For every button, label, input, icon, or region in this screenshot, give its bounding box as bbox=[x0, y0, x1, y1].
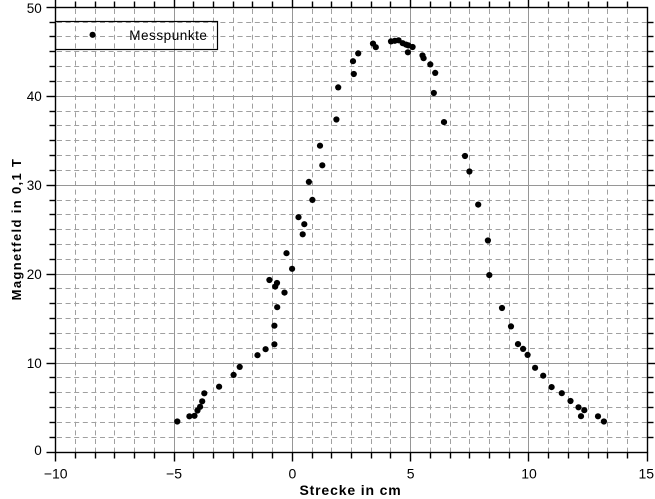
svg-text:Strecke in cm: Strecke in cm bbox=[299, 482, 401, 498]
svg-text:50: 50 bbox=[27, 1, 42, 16]
svg-text:15: 15 bbox=[639, 466, 655, 482]
svg-text:−5: −5 bbox=[166, 466, 182, 482]
svg-text:5: 5 bbox=[407, 466, 415, 482]
svg-text:0: 0 bbox=[288, 466, 296, 482]
svg-text:Magnetfeld in 0,1 T: Magnetfeld in 0,1 T bbox=[9, 158, 24, 301]
svg-text:30: 30 bbox=[27, 178, 42, 193]
svg-text:−10: −10 bbox=[44, 466, 68, 482]
svg-text:Messpunkte: Messpunkte bbox=[129, 28, 207, 43]
svg-text:10: 10 bbox=[521, 466, 537, 482]
svg-text:0: 0 bbox=[34, 443, 42, 458]
svg-text:10: 10 bbox=[27, 356, 42, 371]
svg-text:40: 40 bbox=[27, 89, 42, 104]
svg-text:20: 20 bbox=[27, 267, 42, 282]
